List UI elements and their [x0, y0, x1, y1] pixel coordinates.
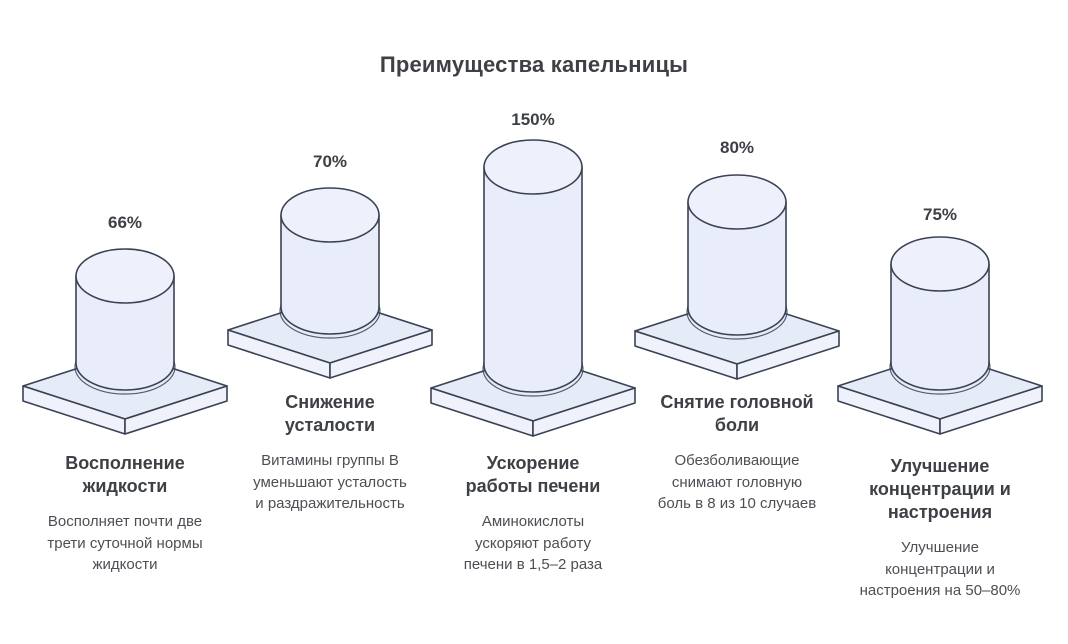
benefit-column-2: 70% Снижение усталости Витамины группы В…: [224, 0, 436, 644]
value-label: 75%: [922, 205, 958, 224]
value-label: 150%: [511, 110, 555, 129]
chart-title: Преимущества капельницы: [379, 52, 689, 77]
benefit-column-4: 80% Снятие головной боли Обезболивающие …: [631, 0, 843, 644]
column-title: Восполнение жидкости: [65, 453, 185, 497]
value-label: 66%: [107, 213, 143, 232]
value-label: 80%: [719, 138, 755, 157]
column-text-block: Ускорение работы печени Аминокислоты уск…: [427, 452, 639, 576]
cylinder-pedestal-graphic: [837, 236, 1043, 435]
column-description: Улучшение концентрации и настроения на 5…: [859, 539, 1021, 600]
column-description: Обезболивающие снимают головную боль в 8…: [657, 452, 817, 513]
benefit-column-3: 150% Ускорение работы печени Аминокислот…: [427, 0, 639, 644]
column-text-block: Улучшение концентрации и настроения Улуч…: [834, 455, 1046, 602]
column-description: Восполняет почти две трети суточной норм…: [47, 513, 203, 574]
column-text-block: Снятие головной боли Обезболивающие сним…: [631, 391, 843, 515]
column-title: Снижение усталости: [284, 392, 376, 436]
benefit-column-5: 75% Улучшение концентрации и настроения …: [834, 0, 1046, 644]
cylinder-pedestal-graphic: [22, 248, 228, 435]
column-description: Витамины группы В уменьшают усталость и …: [253, 452, 407, 513]
column-description: Аминокислоты ускоряют работу печени в 1,…: [463, 513, 603, 574]
benefit-column-1: 66% Восполнение жидкости Восполняет почт…: [19, 0, 231, 644]
cylinder-pedestal-graphic: [634, 174, 840, 380]
column-text-block: Снижение усталости Витамины группы В уме…: [224, 391, 436, 515]
column-title: Улучшение концентрации и настроения: [869, 456, 1011, 523]
cylinder-pedestal-graphic: [227, 187, 433, 379]
column-title: Ускорение работы печени: [465, 453, 601, 497]
column-text-block: Восполнение жидкости Восполняет почти дв…: [19, 452, 231, 576]
value-label: 70%: [312, 152, 348, 171]
column-title: Снятие головной боли: [660, 392, 814, 436]
cylinder-pedestal-graphic: [430, 139, 636, 437]
